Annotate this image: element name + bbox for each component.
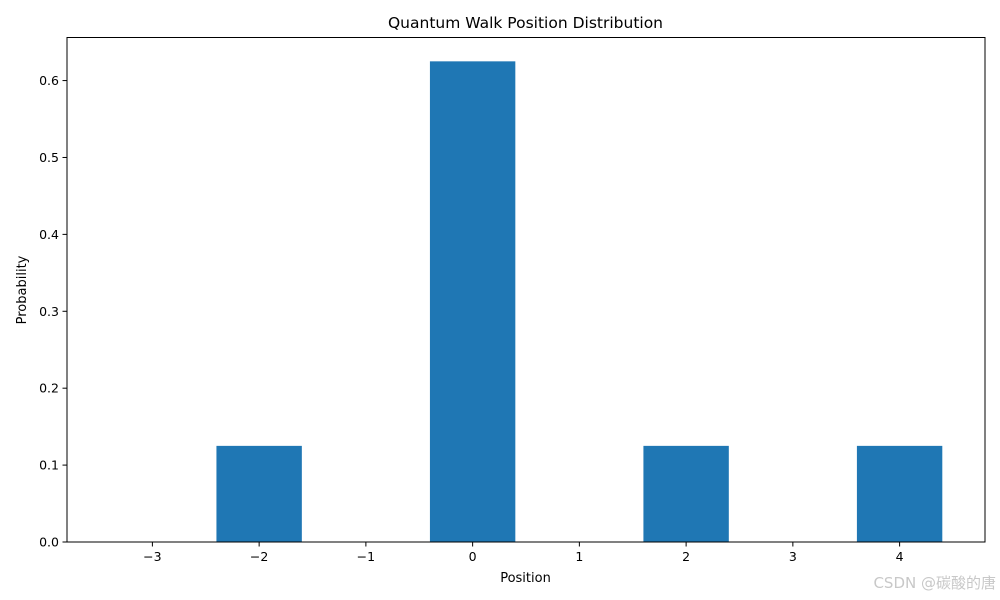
y-tick-label: 0.4 (39, 227, 59, 242)
y-tick-label: 0.6 (39, 73, 59, 88)
bar-position--2 (216, 445, 302, 542)
x-tick-label: −3 (143, 549, 161, 564)
y-tick-label: 0.2 (39, 381, 59, 396)
bar-position-0 (429, 61, 516, 543)
x-tick-label: 4 (896, 549, 904, 564)
y-tick-label: 0.0 (39, 535, 59, 550)
chart-title: Quantum Walk Position Distribution (388, 14, 663, 32)
bar-position-2 (643, 445, 729, 542)
x-tick-label: −1 (357, 549, 375, 564)
x-tick-label: 2 (682, 549, 690, 564)
watermark: CSDN @碳酸的唐 (873, 574, 996, 592)
y-axis-ticks: 0.0 0.1 0.2 0.3 0.4 0.5 0.6 (39, 73, 67, 550)
x-tick-label: 3 (789, 549, 797, 564)
bars-group (216, 61, 943, 543)
y-axis-label: Probability (15, 255, 30, 324)
x-axis-ticks: −3 −2 −1 0 1 2 3 4 (143, 542, 904, 564)
x-axis-label: Position (500, 571, 551, 586)
x-tick-label: −2 (250, 549, 268, 564)
x-tick-label: 0 (469, 549, 477, 564)
plot-frame (66, 37, 986, 543)
y-tick-label: 0.5 (39, 150, 59, 165)
bar-position-4 (856, 445, 943, 542)
x-tick-label: 1 (575, 549, 583, 564)
y-tick-label: 0.1 (39, 458, 59, 473)
y-tick-label: 0.3 (39, 304, 59, 319)
